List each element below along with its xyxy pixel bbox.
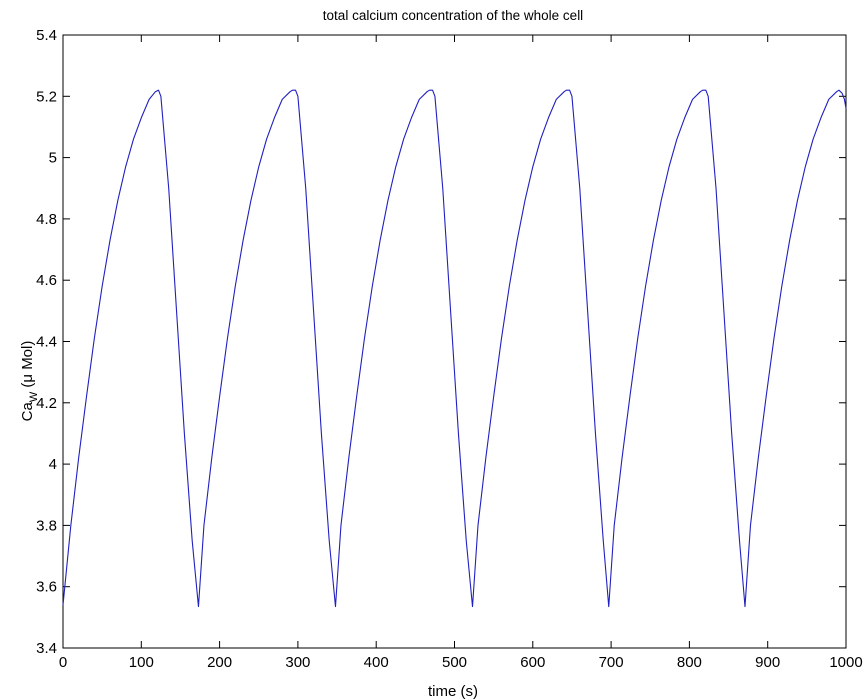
y-tick-label: 4.8: [36, 211, 57, 228]
x-tick-label: 200: [207, 654, 232, 671]
y-tick-label: 4.2: [36, 395, 57, 412]
x-tick-label: 0: [59, 654, 67, 671]
series-layer: [62, 89, 847, 608]
series-line-0: [62, 89, 847, 608]
x-axis: 0 100 200 300 400 500 600 700 800 900 1000: [59, 35, 863, 671]
plot-area: 0 100 200 300 400 500 600 700 800 900 1000 3.43.63…: [36, 27, 863, 671]
y-tick-label: 3.8: [36, 517, 57, 534]
x-tick-label: 900: [755, 654, 780, 671]
y-tick-label: 5.4: [36, 27, 57, 44]
x-tick-label: 400: [364, 654, 389, 671]
x-tick-label: 100: [129, 654, 154, 671]
y-axis: 3.4 3.6 3.8 4 4.2 4.4 4.6 4.8 5 5.2 5.4: [36, 27, 846, 657]
y-axis-label: CaW (μ Mol): [19, 341, 40, 422]
y-axis-label-base: Ca: [19, 402, 36, 422]
y-tick-label: 5: [49, 150, 57, 167]
x-tick-label: 700: [599, 654, 624, 671]
x-axis-label: time (s): [428, 683, 478, 700]
x-tick-label: 600: [520, 654, 545, 671]
y-axis-label-subscript: W: [28, 391, 40, 402]
y-tick-label: 4.4: [36, 334, 57, 351]
y-tick-label: 4.6: [36, 272, 57, 289]
y-axis-label-unit: (μ Mol): [19, 341, 36, 392]
chart-title: total calcium concentration of the whole…: [323, 8, 583, 23]
y-tick-label: 3.6: [36, 579, 57, 596]
x-tick-label: 1000: [829, 654, 862, 671]
x-tick-label: 300: [285, 654, 310, 671]
y-tick-label: 4: [49, 456, 57, 473]
x-tick-label: 800: [677, 654, 702, 671]
y-tick-label: 5.2: [36, 88, 57, 105]
x-tick-label: 500: [442, 654, 467, 671]
y-tick-label: 3.4: [36, 640, 57, 657]
